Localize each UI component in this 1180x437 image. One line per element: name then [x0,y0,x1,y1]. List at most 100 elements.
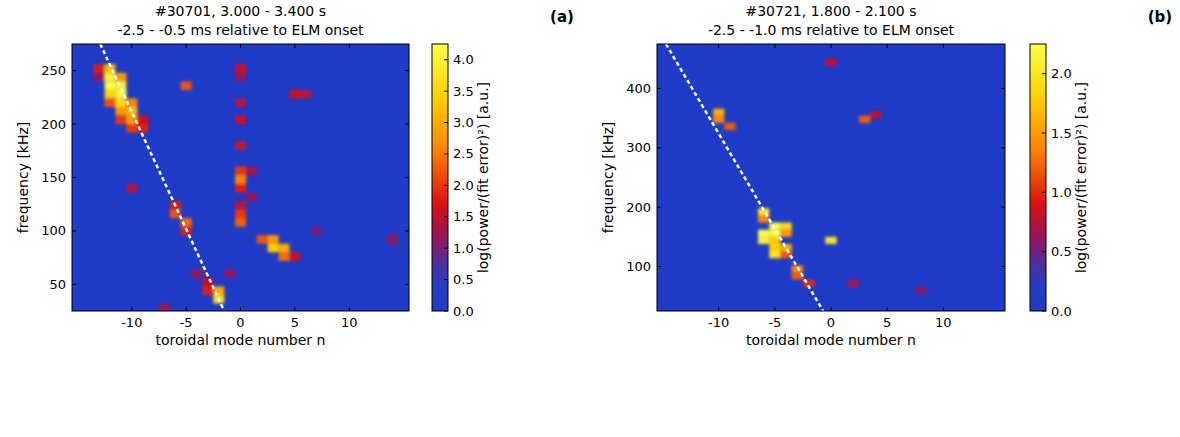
colorbar-tick-label: 1.0 [453,241,474,256]
y-tick-label: 200 [626,200,651,215]
colorbar-tick-label: 3.0 [453,115,474,130]
cell [257,235,268,244]
plot-frame [657,44,1005,311]
y-tick-label: 200 [41,117,66,132]
cell [235,73,246,82]
cell [848,280,859,287]
guide-line [666,44,823,311]
y-tick [657,266,661,267]
y-tick-label: 50 [49,277,66,292]
colorbar-title: log(power/(fit error)²) [a.u.] [475,82,491,273]
colorbar-tick [1042,192,1046,193]
cell [126,124,137,133]
colorbar-tick-label: 2.0 [453,178,474,193]
cell [870,111,881,118]
figure: -10-5051050100150200250toroidal mode num… [0,0,1180,437]
y-tick [657,207,661,208]
colorbar-tick-label: 1.0 [1051,185,1072,200]
cell [235,64,246,73]
colorbar-tick [444,216,448,217]
cell [724,123,735,130]
x-tick-label: -10 [708,315,729,330]
x-tick [831,307,832,311]
cell [235,141,246,150]
cell [289,90,300,99]
cell [246,192,257,201]
cell [105,98,116,107]
colorbar-tick [444,311,448,312]
cell [713,109,724,116]
y-tick [657,147,661,148]
cell [235,210,246,219]
cell [192,269,203,278]
colorbar-tick-label: 0.0 [1051,304,1072,319]
x-axis-title: toroidal mode number n [156,332,326,348]
cell [235,184,246,193]
cell [94,64,105,73]
colorbar [1030,44,1046,311]
colorbar-tick-label: 2.0 [1051,66,1072,81]
cell [300,90,311,99]
cell-group [94,64,398,311]
colorbar-tick [444,59,448,60]
cell [780,223,791,230]
x-tick-label: 0 [827,315,835,330]
colorbar-tick [1042,73,1046,74]
cell [137,116,148,125]
x-tick [240,44,241,48]
cell [235,98,246,107]
cell [311,227,322,236]
colorbar-tick [444,279,448,280]
colorbar [432,44,448,311]
colorbar-tick-label: 0.0 [453,304,474,319]
cell [289,252,300,261]
x-tick-label: 5 [291,315,299,330]
x-tick [774,44,775,48]
x-tick [240,307,241,311]
y-tick [72,230,76,231]
cell [780,230,791,237]
colorbar-tick [444,248,448,249]
colorbar-tick [444,153,448,154]
cell [115,73,126,82]
y-tick [657,88,661,89]
colorbar-tick-label: 0.5 [1051,244,1072,259]
x-tick-label: -10 [121,315,142,330]
y-tick [72,70,76,71]
cell [235,201,246,210]
panel: -10-50510100200300400toroidal mode numbe… [600,3,1172,348]
x-tick [718,44,719,48]
y-tick [1001,266,1005,267]
cell [915,287,926,294]
cell [170,210,181,219]
cell [202,286,213,295]
y-tick-label: 100 [626,259,651,274]
cell [159,304,170,311]
x-tick [349,307,350,311]
subtitle: -2.5 - -0.5 ms relative to ELM onset [117,22,364,38]
cell [94,73,105,82]
cell [825,59,836,66]
x-tick-label: -5 [180,315,193,330]
title: #30721, 1.800 - 2.100 s [745,3,916,19]
x-tick [349,44,350,48]
colorbar-tick [1042,251,1046,252]
y-tick [405,124,409,125]
y-tick-label: 300 [626,140,651,155]
cell [235,175,246,184]
y-tick [72,177,76,178]
cell [279,252,290,261]
colorbar-tick-label: 1.5 [1051,126,1072,141]
cell [115,98,126,107]
cell [769,244,780,251]
colorbar-title: log(power/(fit error)²) [a.u.] [1073,82,1089,273]
cell [268,244,279,253]
y-tick [405,177,409,178]
x-tick [294,44,295,48]
x-tick-label: 10 [341,315,358,330]
cell [224,269,235,278]
plot-background [657,44,1005,311]
cell [181,81,192,90]
x-axis-title: toroidal mode number n [746,332,916,348]
cell [235,167,246,176]
